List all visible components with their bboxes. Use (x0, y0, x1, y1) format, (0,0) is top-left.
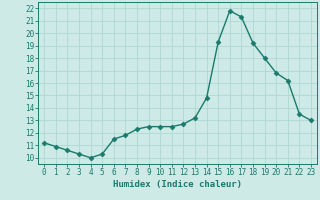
X-axis label: Humidex (Indice chaleur): Humidex (Indice chaleur) (113, 180, 242, 189)
